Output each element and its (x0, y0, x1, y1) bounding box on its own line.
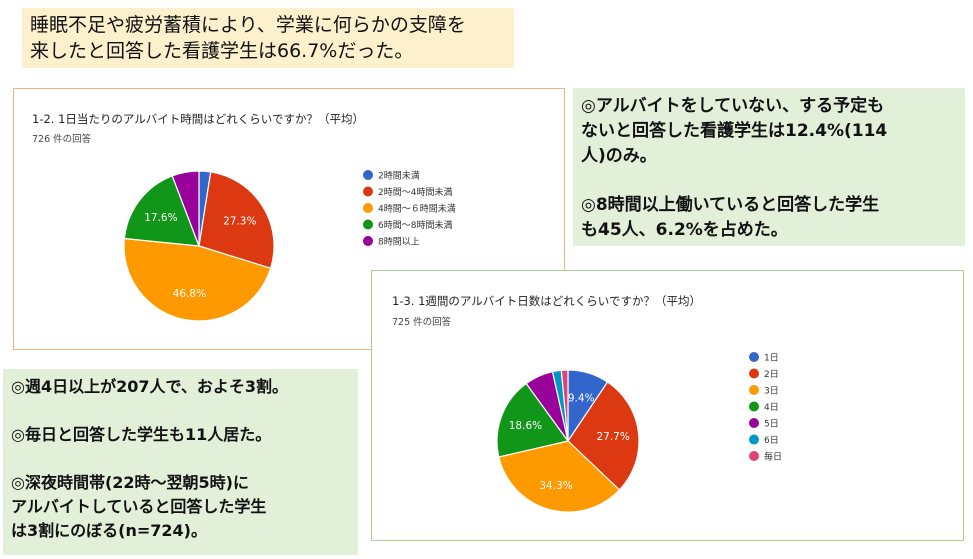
note-left-line: アルバイトしていると回答した学生 (11, 497, 267, 516)
legend-label: 1日 (764, 353, 779, 364)
note-right-line: 人)のみ。 (581, 146, 657, 166)
legend-label: 8時間以上 (378, 237, 420, 248)
legend-swatch (749, 401, 759, 412)
pie-data-label: 18.6% (509, 420, 542, 432)
pie-data-label: 27.7% (596, 431, 629, 443)
legend-swatch (363, 203, 373, 213)
note-right-line: ないと回答した看護学生は12.4%(114 (581, 121, 888, 141)
legend-label: 毎日 (764, 451, 782, 463)
pie-slice (198, 171, 275, 270)
legend-swatch (749, 385, 759, 395)
pie-data-label: 46.8% (173, 288, 206, 300)
pie-data-label: 34.3% (539, 480, 572, 492)
note-left-line: は3割にのぼる(n=724)。 (11, 521, 207, 540)
note-right-line: も45人、6.2%を占めた。 (581, 220, 788, 240)
chart-title: 1-3. 1週間のアルバイト日数はどれくらいですか？（平均） (392, 294, 701, 308)
headline-line-2: 来したと回答した看護学生は66.7%だった。 (30, 40, 414, 62)
headline-line-1: 睡眠不足や疲労蓄積により、学業に何らかの支障を (30, 14, 466, 36)
legend-swatch (749, 451, 759, 461)
note-right-line: ◎アルバイトをしていない、する予定も (581, 96, 885, 116)
pie-slice (123, 175, 200, 247)
pie-slice (496, 382, 570, 458)
pie-chart-work-hours: 27.3% 46.8% 17.6% 2時間未満 2時間～4時間未満 4時間～６時間未満 6時… (123, 170, 456, 322)
legend-label: 2時間未満 (378, 170, 420, 182)
chart-title: 1-2. 1日当たりのアルバイト時間はどれくらいですか？（平均） (32, 112, 364, 126)
legend-swatch (363, 236, 373, 246)
legend-swatch (363, 219, 373, 230)
legend-label: 2日 (764, 369, 779, 380)
note-right: ◎アルバイトをしていない、する予定も ないと回答した看護学生は12.4%(114… (573, 88, 965, 246)
legend-label: 6時間～8時間未満 (378, 219, 452, 231)
legend-label: 4時間～６時間未満 (378, 203, 456, 215)
pie-slice (567, 381, 640, 491)
pie-slice (560, 369, 569, 442)
note-right-line: ◎8時間以上働いていると回答した学生 (581, 195, 880, 215)
legend-swatch (363, 186, 373, 197)
note-left: ◎週4日以上が207人で、およそ3割。 ◎毎日と回答した学生も11人居た。 ◎深… (3, 369, 358, 555)
legend-label: 5日 (764, 419, 779, 430)
pie-slice (498, 440, 621, 513)
legend-swatch (749, 434, 759, 445)
pie-data-label: 27.3% (223, 216, 256, 228)
legend-swatch (749, 352, 759, 362)
note-left-line: ◎毎日と回答した学生も11人居た。 (11, 425, 272, 444)
headline-box: 睡眠不足や疲労蓄積により、学業に何らかの支障を 来したと回答した看護学生は66.… (22, 8, 514, 68)
pie-slice (123, 237, 272, 322)
pie-data-label: 17.6% (144, 212, 177, 224)
legend-swatch (749, 418, 759, 428)
legend-label: 4日 (764, 402, 779, 413)
legend-label: 3日 (764, 386, 779, 397)
chart-panel-work-days: 1-3. 1週間のアルバイト日数はどれくらいですか？（平均） 725 件の回答 … (371, 270, 964, 541)
legend-label: 6日 (764, 435, 779, 446)
legend-label: 2時間～4時間未満 (378, 186, 452, 198)
pie-slice (171, 170, 200, 247)
pie-data-label: 9.4% (568, 393, 595, 405)
chart-subtitle: 726 件の回答 (32, 134, 92, 145)
note-left-line: ◎深夜時間帯(22時～翌朝5時)に (11, 473, 249, 492)
chart-panel-work-hours: 1-2. 1日当たりのアルバイト時間はどれくらいですか？（平均） 726 件の回… (13, 88, 565, 350)
legend-swatch (363, 170, 373, 180)
chart-subtitle: 725 件の回答 (392, 317, 452, 328)
note-left-line: ◎週4日以上が207人で、およそ3割。 (11, 377, 288, 396)
legend-swatch (749, 368, 759, 379)
